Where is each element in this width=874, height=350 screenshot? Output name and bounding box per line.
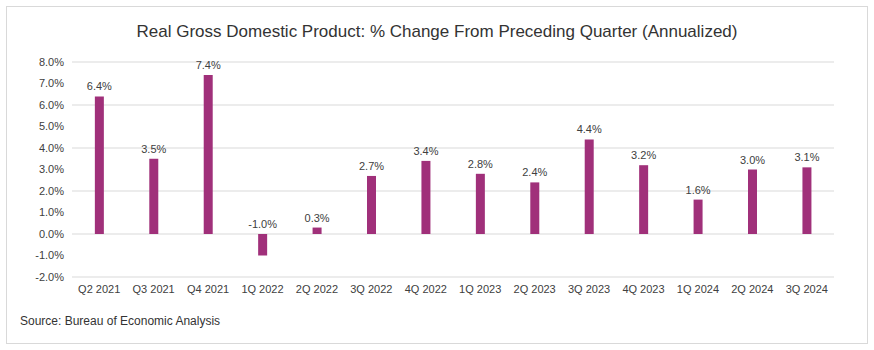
svg-text:3Q 2024: 3Q 2024 (786, 283, 828, 295)
svg-text:3Q 2022: 3Q 2022 (350, 283, 392, 295)
svg-text:1.0%: 1.0% (39, 206, 64, 218)
svg-text:1Q 2024: 1Q 2024 (677, 283, 719, 295)
svg-text:-2.0%: -2.0% (35, 271, 64, 283)
html-text:Source: Bureau of Economic Ana: Source: Bureau of Economic Analysis (20, 314, 221, 328)
svg-text:7.0%: 7.0% (39, 77, 64, 89)
svg-text:Q4 2021: Q4 2021 (187, 283, 229, 295)
svg-text:3.4%: 3.4% (413, 145, 438, 157)
svg-text:4.0%: 4.0% (39, 142, 64, 154)
svg-text:Q3 2021: Q3 2021 (133, 283, 175, 295)
svg-text:7.4%: 7.4% (196, 59, 221, 71)
svg-text:1.6%: 1.6% (686, 184, 711, 196)
svg-text:1Q 2022: 1Q 2022 (241, 283, 283, 295)
svg-text:1Q 2023: 1Q 2023 (459, 283, 501, 295)
svg-text:2.0%: 2.0% (39, 185, 64, 197)
svg-text:3.0%: 3.0% (39, 163, 64, 175)
svg-text:-1.0%: -1.0% (248, 218, 277, 230)
html-text:Real Gross Domestic Product: %: Real Gross Domestic Product: % Change Fr… (136, 22, 738, 41)
svg-text:3.1%: 3.1% (794, 151, 819, 163)
svg-text:6.4%: 6.4% (87, 80, 112, 92)
svg-text:4Q 2023: 4Q 2023 (622, 283, 664, 295)
svg-text:3.5%: 3.5% (141, 143, 166, 155)
svg-text:6.0%: 6.0% (39, 99, 64, 111)
svg-text:3.2%: 3.2% (631, 149, 656, 161)
svg-text:0.0%: 0.0% (39, 228, 64, 240)
svg-text:4Q 2022: 4Q 2022 (405, 283, 447, 295)
svg-text:2Q 2023: 2Q 2023 (514, 283, 556, 295)
svg-text:3.0%: 3.0% (740, 154, 765, 166)
svg-text:3Q 2023: 3Q 2023 (568, 283, 610, 295)
svg-text:2Q 2022: 2Q 2022 (296, 283, 338, 295)
svg-text:Q2 2021: Q2 2021 (78, 283, 120, 295)
svg-text:0.3%: 0.3% (305, 212, 330, 224)
svg-text:2Q 2024: 2Q 2024 (731, 283, 773, 295)
svg-text:4.4%: 4.4% (577, 123, 602, 135)
svg-text:2.7%: 2.7% (359, 160, 384, 172)
svg-text:5.0%: 5.0% (39, 120, 64, 132)
svg-text:-1.0%: -1.0% (35, 249, 64, 261)
svg-text:2.8%: 2.8% (468, 158, 493, 170)
svg-text:8.0%: 8.0% (39, 56, 64, 68)
svg-text:2.4%: 2.4% (522, 166, 547, 178)
